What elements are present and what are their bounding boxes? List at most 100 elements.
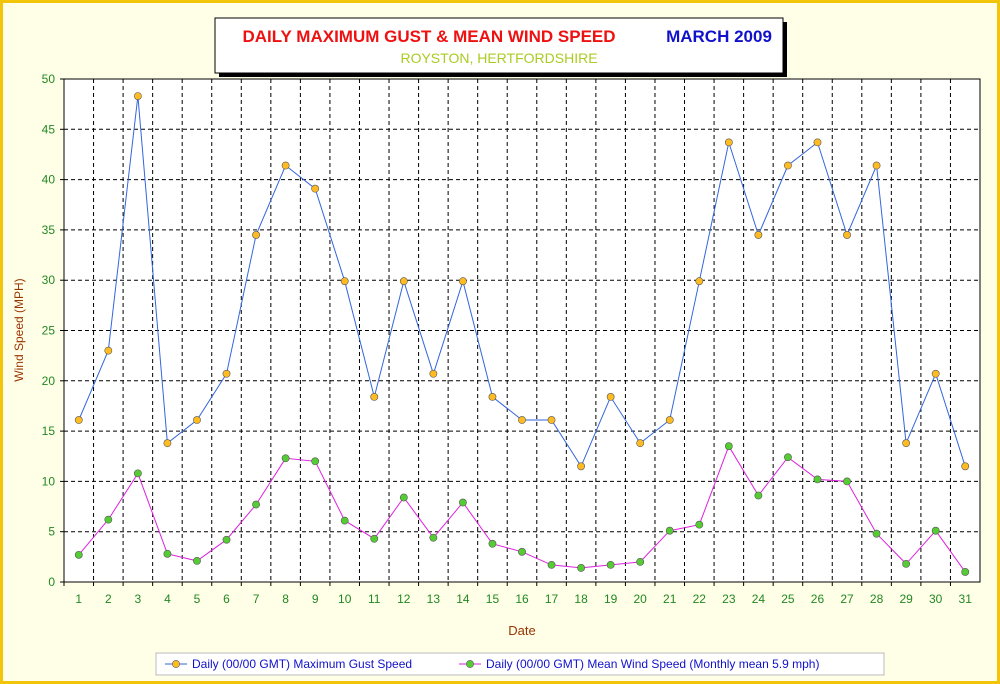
legend-gust-marker [172, 660, 180, 668]
x-tick-label: 30 [929, 592, 943, 606]
mean-data-point [74, 550, 83, 559]
x-tick-label: 22 [693, 592, 707, 606]
gust-data-point [695, 277, 704, 286]
mean-data-point [252, 500, 260, 509]
x-tick-label: 3 [135, 592, 142, 606]
x-tick-label: 19 [604, 592, 618, 606]
x-tick-label: 27 [840, 592, 854, 606]
x-axis: 1 2 3 4 5 6 7 8 9 10 11 12 13 14 15 16 17 18 19 20 21 22 23 24 2… [63, 582, 973, 606]
gust-data-point [252, 231, 260, 239]
mean-data-point [488, 539, 497, 548]
gust-data-point [311, 184, 320, 193]
legend-gust-label: Daily (00/00 GMT) Maximum Gust Speed [192, 657, 412, 671]
gust-data-point [902, 439, 911, 448]
mean-data-point [518, 547, 526, 556]
x-tick-label: 13 [427, 592, 441, 606]
mean-data-point [695, 520, 704, 529]
legend-box [155, 652, 885, 676]
mean-data-point [193, 556, 201, 565]
x-tick-label: 18 [574, 592, 588, 606]
gust-data-point [340, 277, 349, 286]
x-tick-label: 10 [338, 592, 352, 606]
gust-data-point [222, 369, 231, 378]
gust-data-point [636, 439, 645, 448]
mean-data-point [311, 457, 320, 466]
grid-lines [64, 79, 980, 582]
gust-data-point [872, 161, 881, 170]
chart-subtitle: ROYSTON, HERTFORDSHIRE [400, 50, 597, 66]
y-tick-label: 40 [42, 173, 56, 187]
x-tick-label: 2 [105, 592, 112, 606]
mean-data-point [222, 535, 231, 544]
mean-data-point [340, 516, 349, 525]
gust-data-point [784, 161, 792, 170]
gust-data-point [104, 346, 113, 355]
gust-data-point [518, 416, 526, 424]
x-tick-label: 26 [811, 592, 825, 606]
x-tick-label: 25 [781, 592, 795, 606]
title-box: DAILY MAXIMUM GUST & MEAN WIND SPEED MAR… [214, 17, 787, 77]
mean-data-point [754, 491, 763, 500]
mean-data-point [281, 454, 290, 463]
gust-data-point [813, 138, 822, 147]
y-tick-label: 25 [42, 324, 56, 338]
mean-data-point [459, 498, 467, 507]
series-layer [74, 92, 970, 576]
mean-data-point [724, 442, 733, 451]
x-tick-label: 29 [899, 592, 913, 606]
gust-data-point [370, 392, 379, 401]
mean-data-point [665, 526, 674, 535]
legend-mean-label: Daily (00/00 GMT) Mean Wind Speed (Month… [486, 657, 819, 671]
chart-title: DAILY MAXIMUM GUST & MEAN WIND SPEED [242, 27, 615, 46]
gust-data-point [961, 462, 970, 471]
gust-data-point [281, 161, 290, 170]
x-tick-label: 12 [397, 592, 411, 606]
mean-data-point [784, 453, 792, 462]
gust-data-point [931, 369, 940, 378]
gust-data-point [163, 439, 172, 448]
x-tick-label: 31 [959, 592, 973, 606]
x-tick-label: 21 [663, 592, 677, 606]
gust-data-point [547, 416, 556, 424]
gust-data-point [665, 416, 674, 424]
gust-data-point [459, 277, 467, 286]
gust-data-point [429, 369, 438, 378]
y-tick-label: 5 [48, 525, 55, 539]
gust-data-point [133, 92, 142, 101]
mean-data-point [843, 477, 851, 486]
y-tick-label: 10 [42, 474, 56, 488]
mean-data-point [399, 493, 408, 502]
y-tick-label: 0 [48, 575, 55, 589]
gust-data-point [754, 231, 763, 239]
x-tick-label: 5 [194, 592, 201, 606]
x-tick-label: 16 [515, 592, 529, 606]
gust-data-point [193, 416, 201, 424]
mean-data-point [104, 515, 113, 524]
x-tick-label: 14 [456, 592, 470, 606]
legend: Daily (00/00 GMT) Maximum Gust Speed Dail… [155, 652, 885, 676]
y-tick-label: 20 [42, 374, 56, 388]
mean-data-point [606, 560, 615, 569]
x-tick-label: 17 [545, 592, 559, 606]
mean-data-point [872, 529, 881, 538]
x-tick-label: 7 [253, 592, 260, 606]
mean-data-point [577, 564, 585, 572]
y-tick-label: 50 [42, 72, 56, 86]
gust-data-point [724, 138, 733, 147]
legend-mean-marker [466, 660, 474, 668]
gust-data-point [399, 277, 408, 286]
gust-data-point [606, 392, 615, 401]
x-tick-label: 11 [368, 592, 381, 606]
x-tick-label: 20 [634, 592, 648, 606]
x-tick-label: 4 [164, 592, 171, 606]
y-axis-title: Wind Speed (MPH) [12, 278, 26, 381]
mean-data-point [902, 559, 911, 568]
x-tick-label: 9 [312, 592, 319, 606]
x-axis-title: Date [508, 623, 535, 638]
gust-data-point [488, 392, 497, 401]
gust-data-point [843, 231, 851, 239]
mean-data-point [961, 568, 970, 576]
x-tick-label: 8 [282, 592, 289, 606]
mean-data-point [931, 526, 940, 535]
